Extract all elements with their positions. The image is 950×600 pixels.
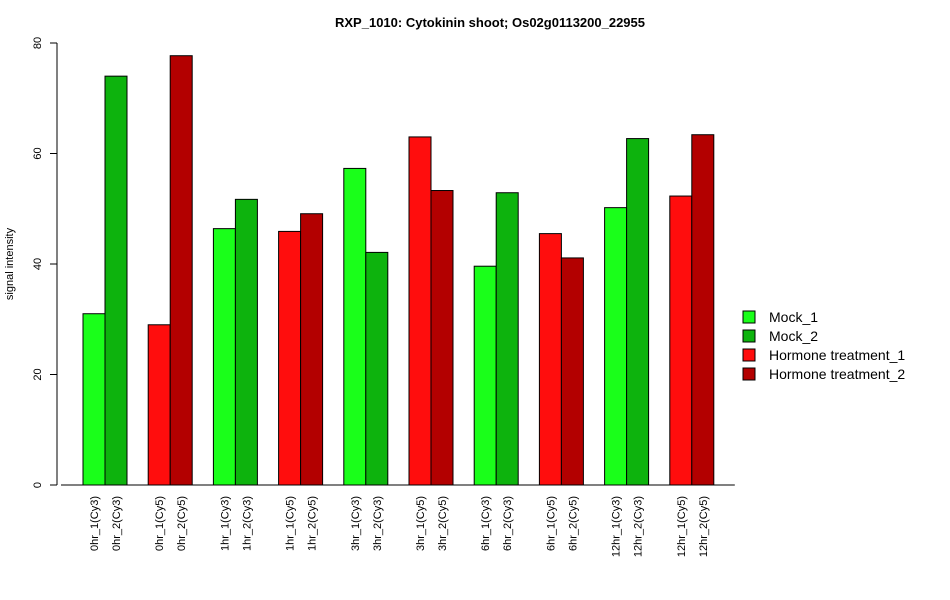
x-tick-labels: 0hr_1(Cy3) 0hr_2(Cy3) 0hr_1(Cy5) 0hr_2(Cy5)… [89,496,710,557]
bar [147,324,171,486]
bar [343,167,367,486]
bar [538,233,562,486]
x-tick-label: 3hr_2(Cy5) [437,496,449,551]
x-tick-label: 12hr_2(Cy3) [633,496,645,557]
bar [604,207,628,486]
x-tick-label: 1hr_2(Cy3) [241,496,253,551]
legend-label: Hormone treatment_1 [769,347,905,363]
bar [234,198,258,486]
bar [212,228,236,486]
bar [626,138,650,486]
x-tick-label: 12hr_1(Cy3) [611,496,623,557]
y-tick-label: 60 [32,147,44,159]
legend-swatch [742,329,756,343]
bar [691,134,715,486]
x-tick-label: 0hr_1(Cy3) [89,496,101,551]
bar [473,265,497,486]
bar [430,190,454,486]
y-axis-label: signal intensity [4,227,16,300]
bar [300,213,324,486]
y-tick-label: 20 [32,368,44,380]
bar [669,195,693,486]
legend-label: Mock_2 [769,328,818,344]
x-tick-label: 1hr_1(Cy5) [285,496,297,551]
x-tick-label: 1hr_2(Cy5) [307,496,319,551]
legend-swatch [742,367,756,381]
x-tick-label: 12hr_1(Cy5) [676,496,688,557]
bar [408,136,432,486]
x-tick-label: 6hr_1(Cy3) [480,496,492,551]
x-tick-label: 6hr_1(Cy5) [545,496,557,551]
y-tick-label: 40 [32,258,44,270]
y-tick-label: 0 [32,482,44,488]
bar [278,230,302,486]
legend-label: Hormone treatment_2 [769,366,905,382]
legend-swatch [742,310,756,324]
x-tick-label: 6hr_2(Cy3) [502,496,514,551]
bar [82,313,106,486]
x-tick-label: 0hr_2(Cy5) [176,496,188,551]
y-tick-label: 80 [32,37,44,49]
bar [104,75,128,486]
bar [495,192,519,486]
legend-swatch [742,348,756,362]
x-tick-label: 3hr_1(Cy5) [415,496,427,551]
x-tick-label: 0hr_2(Cy3) [111,496,123,551]
y-axis: 0 20 40 60 80 [32,37,58,488]
x-tick-label: 1hr_1(Cy3) [219,496,231,551]
legend: Mock_1 Mock_2 Hormone treatment_1 Hormone t… [742,309,905,382]
bar [169,55,193,486]
chart-title: RXP_1010: Cytokinin shoot; Os02g0113200_… [335,15,645,30]
bar [560,257,584,486]
x-tick-label: 3hr_2(Cy3) [372,496,384,551]
x-tick-label: 3hr_1(Cy3) [350,496,362,551]
x-tick-label: 0hr_1(Cy5) [154,496,166,551]
bar [365,251,389,486]
bars [82,55,715,486]
x-tick-label: 6hr_2(Cy5) [567,496,579,551]
x-tick-label: 12hr_2(Cy5) [698,496,710,557]
legend-label: Mock_1 [769,309,818,325]
